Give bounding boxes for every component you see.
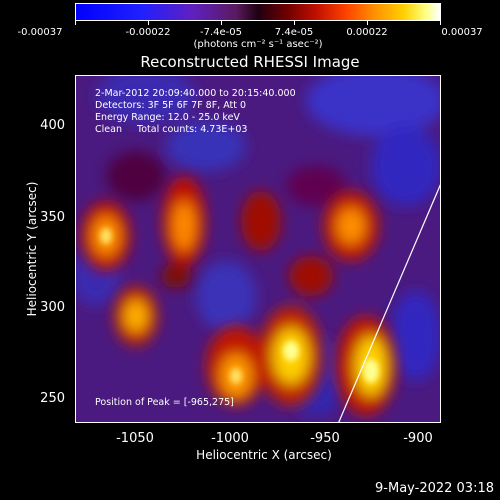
colorbar-tick: [221, 21, 222, 25]
colorbar-tick-label: -0.00022: [125, 27, 171, 38]
image-title: Reconstructed RHESSI Image: [140, 53, 360, 71]
colorbar-tick: [294, 21, 295, 25]
colorbar-tick-label: -0.00037: [17, 27, 63, 38]
colorbar-tick: [75, 21, 76, 25]
colorbar-tick-label: 0.00022: [346, 27, 388, 38]
x-axis-label: Heliocentric X (arcsec): [196, 448, 332, 462]
colorbar-tick-label: 0.00037: [441, 27, 483, 38]
info-clean-counts: Clean Total counts: 4.73E+03: [95, 124, 248, 135]
colorbar-tick: [367, 21, 368, 25]
y-tick-label: 400: [40, 118, 65, 133]
colorbar: [75, 3, 441, 21]
footer-date: 9-May-2022 03:18: [375, 481, 494, 496]
x-tick-label: -1000: [211, 431, 249, 446]
y-tick-label: 300: [40, 300, 65, 315]
info-detectors: Detectors: 3F 5F 6F 7F 8F, Att 0: [95, 100, 247, 111]
info-time-range: 2-Mar-2012 20:09:40.000 to 20:15:40.000: [95, 88, 296, 99]
info-peak-position: Position of Peak = [-965,275]: [95, 397, 234, 408]
y-tick-label: 250: [40, 391, 65, 406]
x-tick-label: -950: [310, 431, 340, 446]
colorbar-units: (photons cm⁻² s⁻¹ asec⁻²): [193, 39, 323, 50]
info-energy-range: Energy Range: 12.0 - 25.0 keV: [95, 112, 240, 123]
x-tick-label: -900: [403, 431, 433, 446]
y-axis-label: Heliocentric Y (arcsec): [25, 181, 39, 317]
colorbar-tick: [148, 21, 149, 25]
rhessi-image: [75, 75, 441, 423]
colorbar-tick: [440, 21, 441, 25]
x-tick-label: -1050: [116, 431, 154, 446]
colorbar-tick-label: -7.4e-05: [200, 27, 242, 38]
colorbar-tick-label: 7.4e-05: [274, 27, 314, 38]
y-tick-label: 350: [40, 210, 65, 225]
